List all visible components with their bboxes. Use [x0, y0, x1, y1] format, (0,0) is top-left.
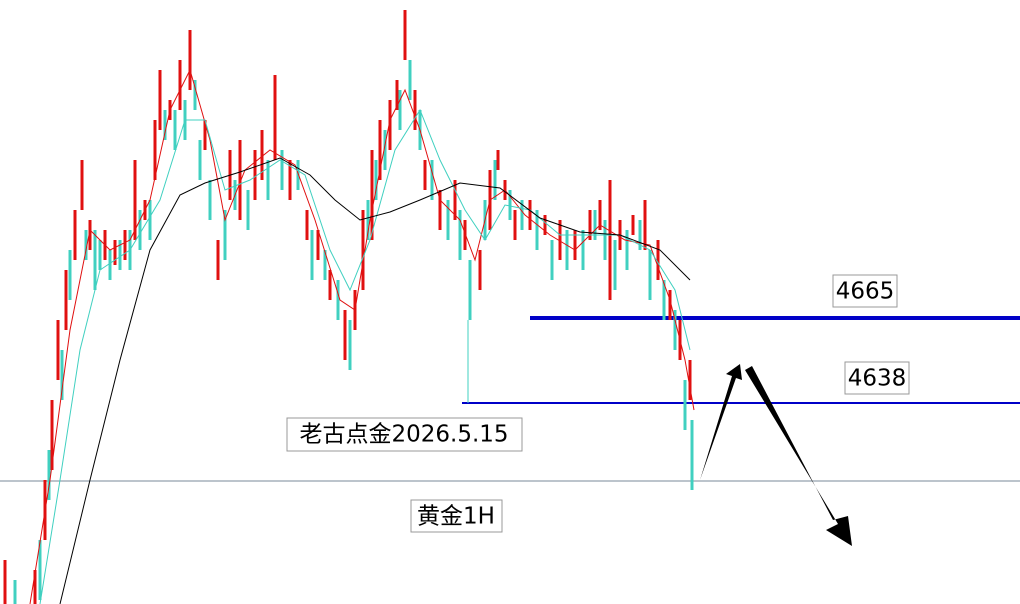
- cyan-candles: [13, 60, 694, 604]
- ma-red: [29, 68, 695, 604]
- arrow-down: [745, 366, 852, 546]
- red-candles: [3, 10, 692, 604]
- ma-cyan: [39, 108, 691, 604]
- author-label: 老古点金2026.5.15: [299, 422, 508, 448]
- level-label: 4638: [848, 366, 907, 392]
- label-box: [286, 417, 523, 452]
- ma-black: [59, 157, 691, 604]
- level-label: 4665: [836, 279, 895, 305]
- label-box: [844, 361, 910, 395]
- label-box: [410, 499, 503, 533]
- arrow-up: [700, 364, 742, 480]
- label-box: [832, 274, 898, 308]
- symbol-label: 黄金1H: [417, 504, 495, 530]
